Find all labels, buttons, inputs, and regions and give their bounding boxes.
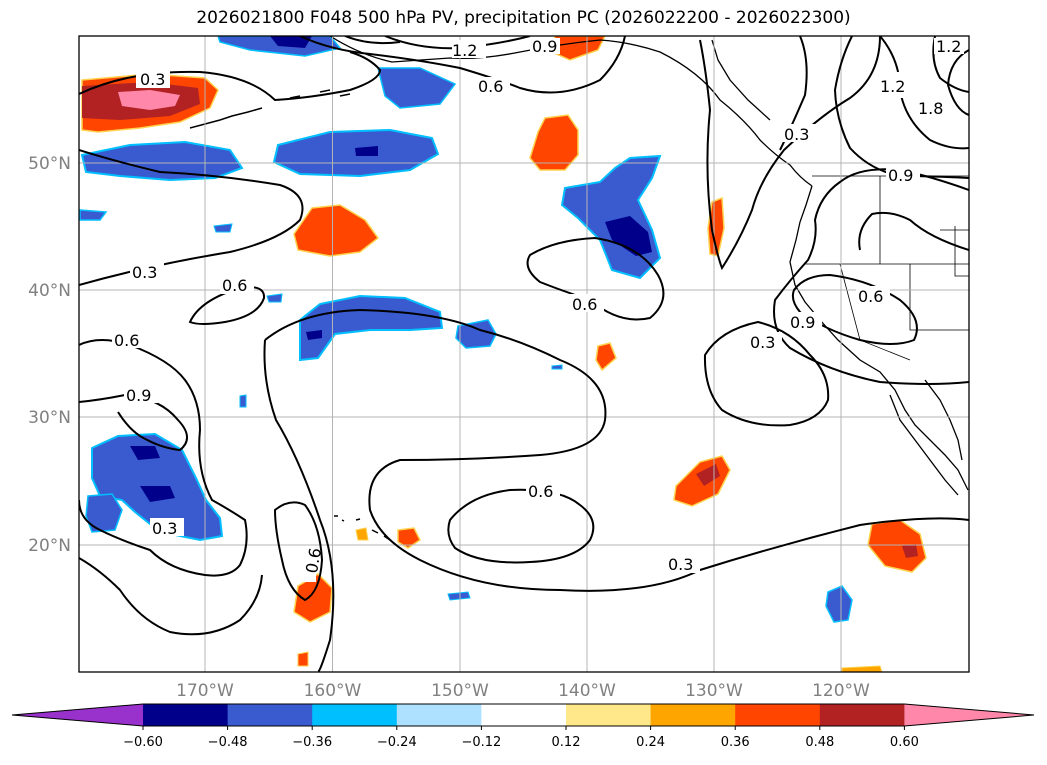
lat-tick-label: 50°N: [28, 154, 71, 174]
colorbar-segment: [819, 704, 905, 726]
colorbar-tick-label: −0.48: [208, 735, 248, 750]
colorbar-segment: [227, 704, 313, 726]
map-frame: [78, 35, 970, 673]
contour-label: 0.9: [790, 313, 815, 332]
lon-tick-label: 130°W: [685, 681, 743, 701]
colorbar-tick-label: −0.24: [377, 735, 417, 750]
lat-tick-label: 40°N: [28, 281, 71, 301]
figure-title: 2026021800 F048 500 hPa PV, precipitatio…: [196, 8, 851, 28]
lon-tick-labels: 170°W 160°W 150°W 140°W 130°W 120°W: [176, 681, 870, 701]
contour-label: 0.6: [572, 295, 597, 314]
contour-label: 0.6: [302, 546, 325, 574]
map-background: [79, 36, 969, 672]
lat-tick-label: 30°N: [28, 408, 71, 428]
contour-label: 0.6: [114, 331, 139, 350]
precip-negative-area: [80, 140, 244, 182]
precip-negative-area: [85, 493, 123, 533]
colorbar-tick-label: 0.48: [805, 735, 834, 750]
colorbar-tick-label: 0.36: [721, 735, 750, 750]
colorbar-tick-label: −0.60: [123, 735, 163, 750]
colorbar-tick-label: −0.12: [461, 735, 501, 750]
lon-tick-label: 120°W: [812, 681, 870, 701]
contour-label: 1.2: [452, 41, 477, 60]
contour-label: 0.9: [888, 166, 913, 185]
gridlines: [79, 36, 969, 672]
colorbar-extend-high: [904, 704, 1034, 726]
precip-positive-peak: [118, 90, 180, 110]
political-boundaries: [805, 175, 969, 361]
colorbar-segment: [143, 704, 229, 726]
contour-label: 0.9: [532, 37, 557, 56]
colorbar-segment: [312, 704, 398, 726]
colorbar-tick-label: −0.36: [292, 735, 332, 750]
precip-positive-area: [293, 573, 333, 623]
contour-label: 0.3: [668, 555, 693, 574]
colorbar-segment: [650, 704, 736, 726]
colorbar-tick-label: 0.12: [552, 735, 581, 750]
contour-label: 0.9: [126, 386, 151, 405]
contour-label: 0.6: [478, 77, 503, 96]
contour-label: 0.6: [858, 287, 883, 306]
contour-label: 0.6: [528, 482, 553, 501]
contour-label: 0.3: [132, 263, 157, 282]
precip-positive-area: [529, 114, 579, 171]
contour-label: 1.2: [880, 77, 905, 96]
colorbar-segment: [396, 704, 482, 726]
precip-negative-area: [79, 209, 108, 221]
contour-label: 1.2: [936, 37, 961, 56]
precip-positive-area: [867, 519, 927, 573]
contour-label: 0.3: [140, 70, 165, 89]
contour-label: 0.3: [750, 333, 775, 352]
colorbar-segment: [566, 704, 652, 726]
lon-tick-label: 160°W: [304, 681, 362, 701]
precip-negative-area: [825, 585, 853, 623]
contour-labels: 0.3 1.2 0.6 0.3 0.6 0.6 0.9 0.3 0.6 0.6 …: [112, 37, 964, 582]
lat-tick-labels: 50°N 40°N 30°N 20°N: [28, 154, 71, 556]
contour-label: 0.3: [784, 125, 809, 144]
precip-positive-area: [595, 342, 617, 372]
lat-tick-label: 20°N: [28, 536, 71, 556]
lon-tick-label: 170°W: [176, 681, 234, 701]
colorbar-tick-label: 0.60: [890, 735, 919, 750]
colorbar: −0.60 −0.48 −0.36 −0.24 −0.12 0.12 0.24 0.36 0.4…: [11, 703, 1035, 750]
colorbar-segment: [481, 704, 567, 726]
colorbar-extend-low: [12, 704, 143, 726]
islands: [189, 89, 391, 541]
colorbar-segment: [735, 704, 821, 726]
lon-tick-label: 140°W: [558, 681, 616, 701]
contour-label: 0.6: [222, 276, 247, 295]
precip-negative-area: [377, 67, 457, 109]
lon-tick-label: 150°W: [431, 681, 489, 701]
contour-label: 1.8: [918, 99, 943, 118]
colorbar-tick-label: 0.24: [636, 735, 665, 750]
precip-positive-area: [293, 204, 380, 257]
contour-label: 0.3: [152, 519, 177, 538]
